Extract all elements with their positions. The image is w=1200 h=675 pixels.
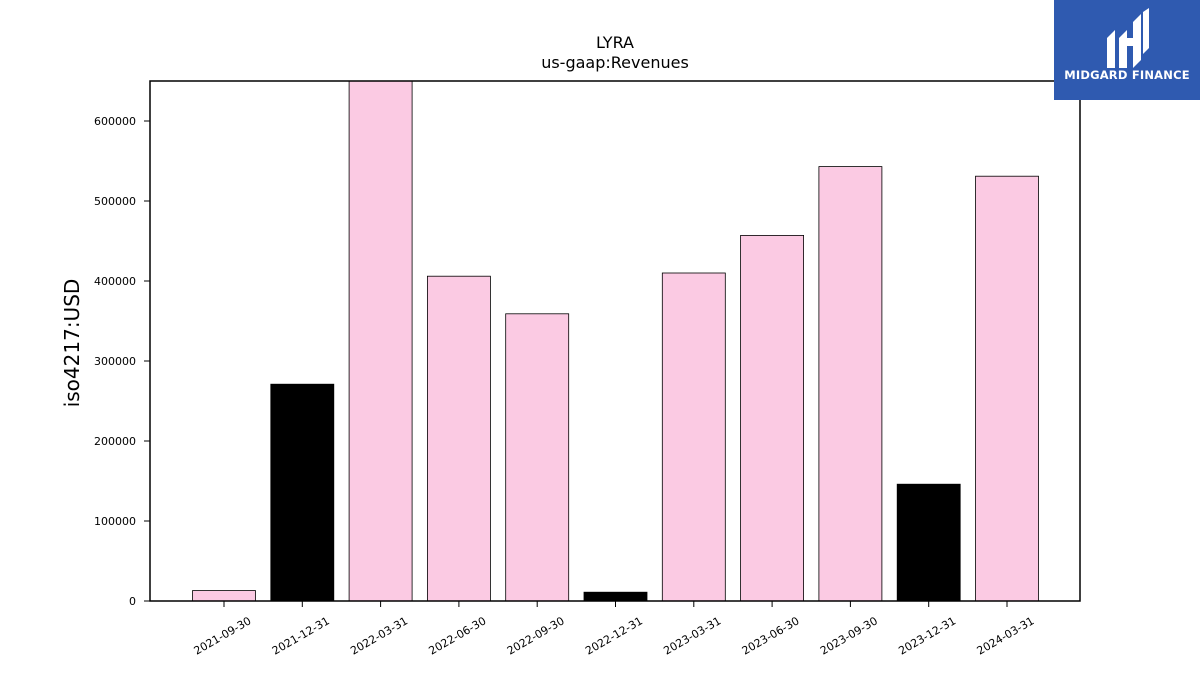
bar-2022-12-31 (583, 591, 648, 602)
brand-logo: MIDGARD FINANCE (1054, 0, 1200, 100)
x-tick-label: 2023-09-30 (818, 614, 880, 657)
y-tick-label: 300000 (94, 355, 136, 368)
x-tick-label: 2023-06-30 (740, 614, 802, 657)
x-tick-label: 2023-12-31 (896, 614, 958, 657)
bar-2022-06-30 (426, 275, 491, 602)
y-tick-label: 500000 (94, 195, 136, 208)
x-tick-label: 2021-12-31 (270, 614, 332, 657)
x-tick-label: 2022-09-30 (505, 614, 567, 657)
y-axis-label: iso4217:USD (60, 279, 84, 408)
x-tick-label: 2023-03-31 (661, 614, 723, 657)
x-ticks-group: 2021-09-30 2021-12-31 2022-03-31 2022-06-30… (192, 601, 1037, 658)
y-ticks-group: 0 100000 200000 300000 400000 500000 600000 (94, 115, 150, 608)
x-tick-label: 2022-03-31 (348, 614, 410, 657)
y-tick-label: 100000 (94, 515, 136, 528)
x-tick-label: 2021-09-30 (192, 614, 254, 657)
bar-2023-12-31 (896, 483, 961, 602)
bar-2021-09-30 (192, 590, 256, 602)
bar-2023-06-30 (740, 234, 804, 602)
x-tick-label: 2022-06-30 (427, 614, 489, 657)
y-tick-label: 400000 (94, 275, 136, 288)
bars-group (192, 80, 1039, 602)
midgard-logo-icon (1107, 8, 1149, 68)
plot-frame (149, 80, 1081, 602)
x-tick-label: 2022-12-31 (583, 614, 645, 657)
chart-title: LYRA (596, 33, 634, 52)
x-tick-label: 2024-03-31 (975, 614, 1037, 657)
bar-2021-12-31 (270, 383, 335, 602)
bar-2022-09-30 (505, 313, 570, 602)
chart-subtitle: us-gaap:Revenues (541, 53, 689, 72)
y-tick-label: 600000 (94, 115, 136, 128)
bar-2023-03-31 (661, 272, 726, 602)
y-tick-label: 0 (129, 595, 136, 608)
logo-text: MIDGARD FINANCE (1064, 68, 1190, 82)
bar-2022-03-31 (348, 80, 413, 602)
bar-2024-03-31 (975, 175, 1039, 602)
bar-2023-09-30 (818, 166, 883, 602)
y-tick-label: 200000 (94, 435, 136, 448)
